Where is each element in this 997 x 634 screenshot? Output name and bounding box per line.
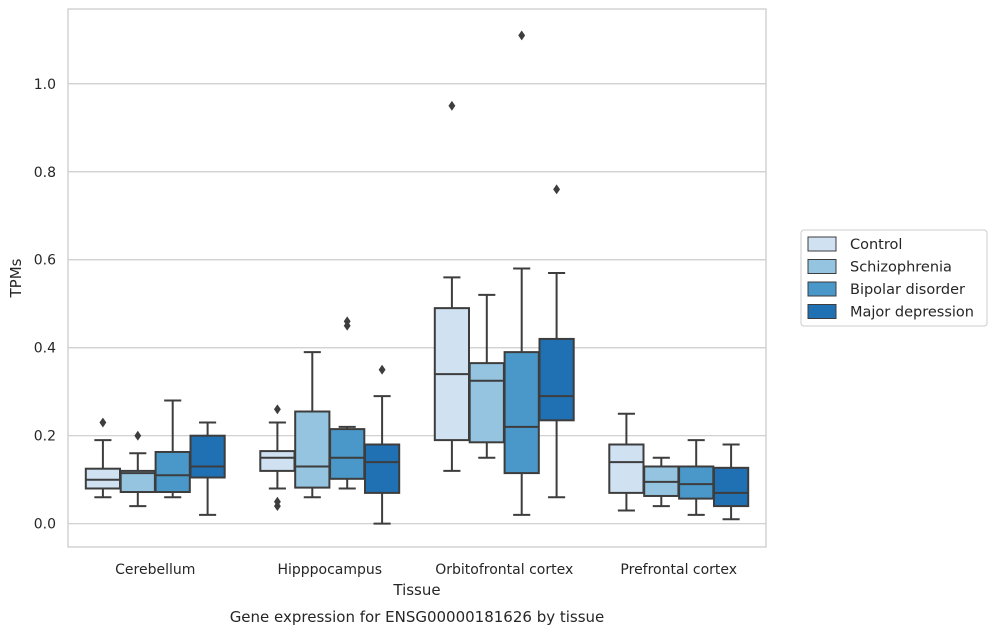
y-axis-ticks: 0.0 0.2 0.4 0.6 0.8 1.0 (34, 77, 56, 533)
outlier-point (273, 501, 281, 512)
x-tick-label: Hipppocampus (277, 562, 382, 578)
y-tick-label: 1.0 (34, 77, 56, 93)
box-iqr (538, 337, 575, 422)
axes-frame (67, 8, 767, 548)
box-iqr (189, 434, 226, 479)
box-major-depression (538, 184, 575, 499)
box-schizophrenia (119, 430, 156, 508)
chart-title: Gene expression for ENSG00000181626 by t… (230, 608, 605, 626)
box-schizophrenia (468, 293, 505, 459)
x-axis-label: Tissue (392, 581, 440, 599)
box-control (259, 404, 296, 512)
legend-frame (800, 229, 988, 327)
legend-swatch (807, 304, 837, 319)
x-tick-label: Prefrontal cortex (620, 562, 737, 578)
legend-label: Schizophrenia (850, 260, 952, 276)
box-bipolar-disorder (329, 316, 366, 490)
grid (68, 83, 766, 525)
legend-label: Major depression (850, 305, 974, 321)
box-major-depression (712, 443, 750, 521)
box-bipolar-disorder (678, 439, 715, 516)
box-iqr (678, 465, 715, 500)
box-iqr (329, 428, 366, 480)
x-tick-label: Orbitofrontal cortex (435, 562, 573, 578)
box-control (433, 100, 471, 472)
outlier-point (99, 417, 107, 428)
outlier-point (518, 30, 526, 41)
y-tick-label: 0.0 (34, 517, 56, 533)
box-bipolar-disorder (503, 30, 540, 516)
box-control (608, 412, 645, 512)
outlier-point (553, 184, 561, 195)
box-control (84, 417, 122, 499)
outlier-point (343, 316, 351, 327)
box-iqr (259, 450, 296, 472)
outlier-point (134, 430, 142, 441)
box-iqr (468, 362, 505, 444)
box-iqr (154, 450, 191, 494)
y-tick-label: 0.8 (34, 165, 56, 181)
outlier-point (273, 404, 281, 415)
x-axis-ticks: Cerebellum Hipppocampus Orbitofrontal cort… (115, 562, 737, 578)
x-tick-label: Cerebellum (115, 562, 195, 578)
y-axis-label: TPMs (7, 258, 25, 298)
box-bipolar-disorder (154, 399, 191, 499)
outlier-point (448, 100, 456, 111)
box-schizophrenia (643, 456, 680, 508)
legend-swatch (807, 259, 837, 274)
y-tick-label: 0.2 (34, 429, 56, 445)
legend-label: Control (850, 237, 902, 253)
box-schizophrenia (294, 351, 331, 499)
outlier-point (378, 364, 386, 375)
box-iqr (608, 443, 645, 494)
box-iqr (712, 466, 750, 508)
box-iqr (503, 351, 540, 475)
box-major-depression (363, 364, 401, 525)
y-tick-label: 0.6 (34, 253, 56, 269)
box-major-depression (189, 421, 226, 516)
box-iqr (363, 443, 401, 494)
plot-area (84, 30, 750, 525)
legend-label: Bipolar disorder (850, 282, 965, 298)
y-tick-label: 0.4 (34, 341, 56, 357)
legend-swatch (807, 281, 837, 297)
box-iqr (84, 467, 122, 490)
legend-swatch (807, 236, 837, 252)
legend: Control Schizophrenia Bipolar disorder Majo… (800, 229, 988, 327)
box-iqr (294, 410, 331, 489)
